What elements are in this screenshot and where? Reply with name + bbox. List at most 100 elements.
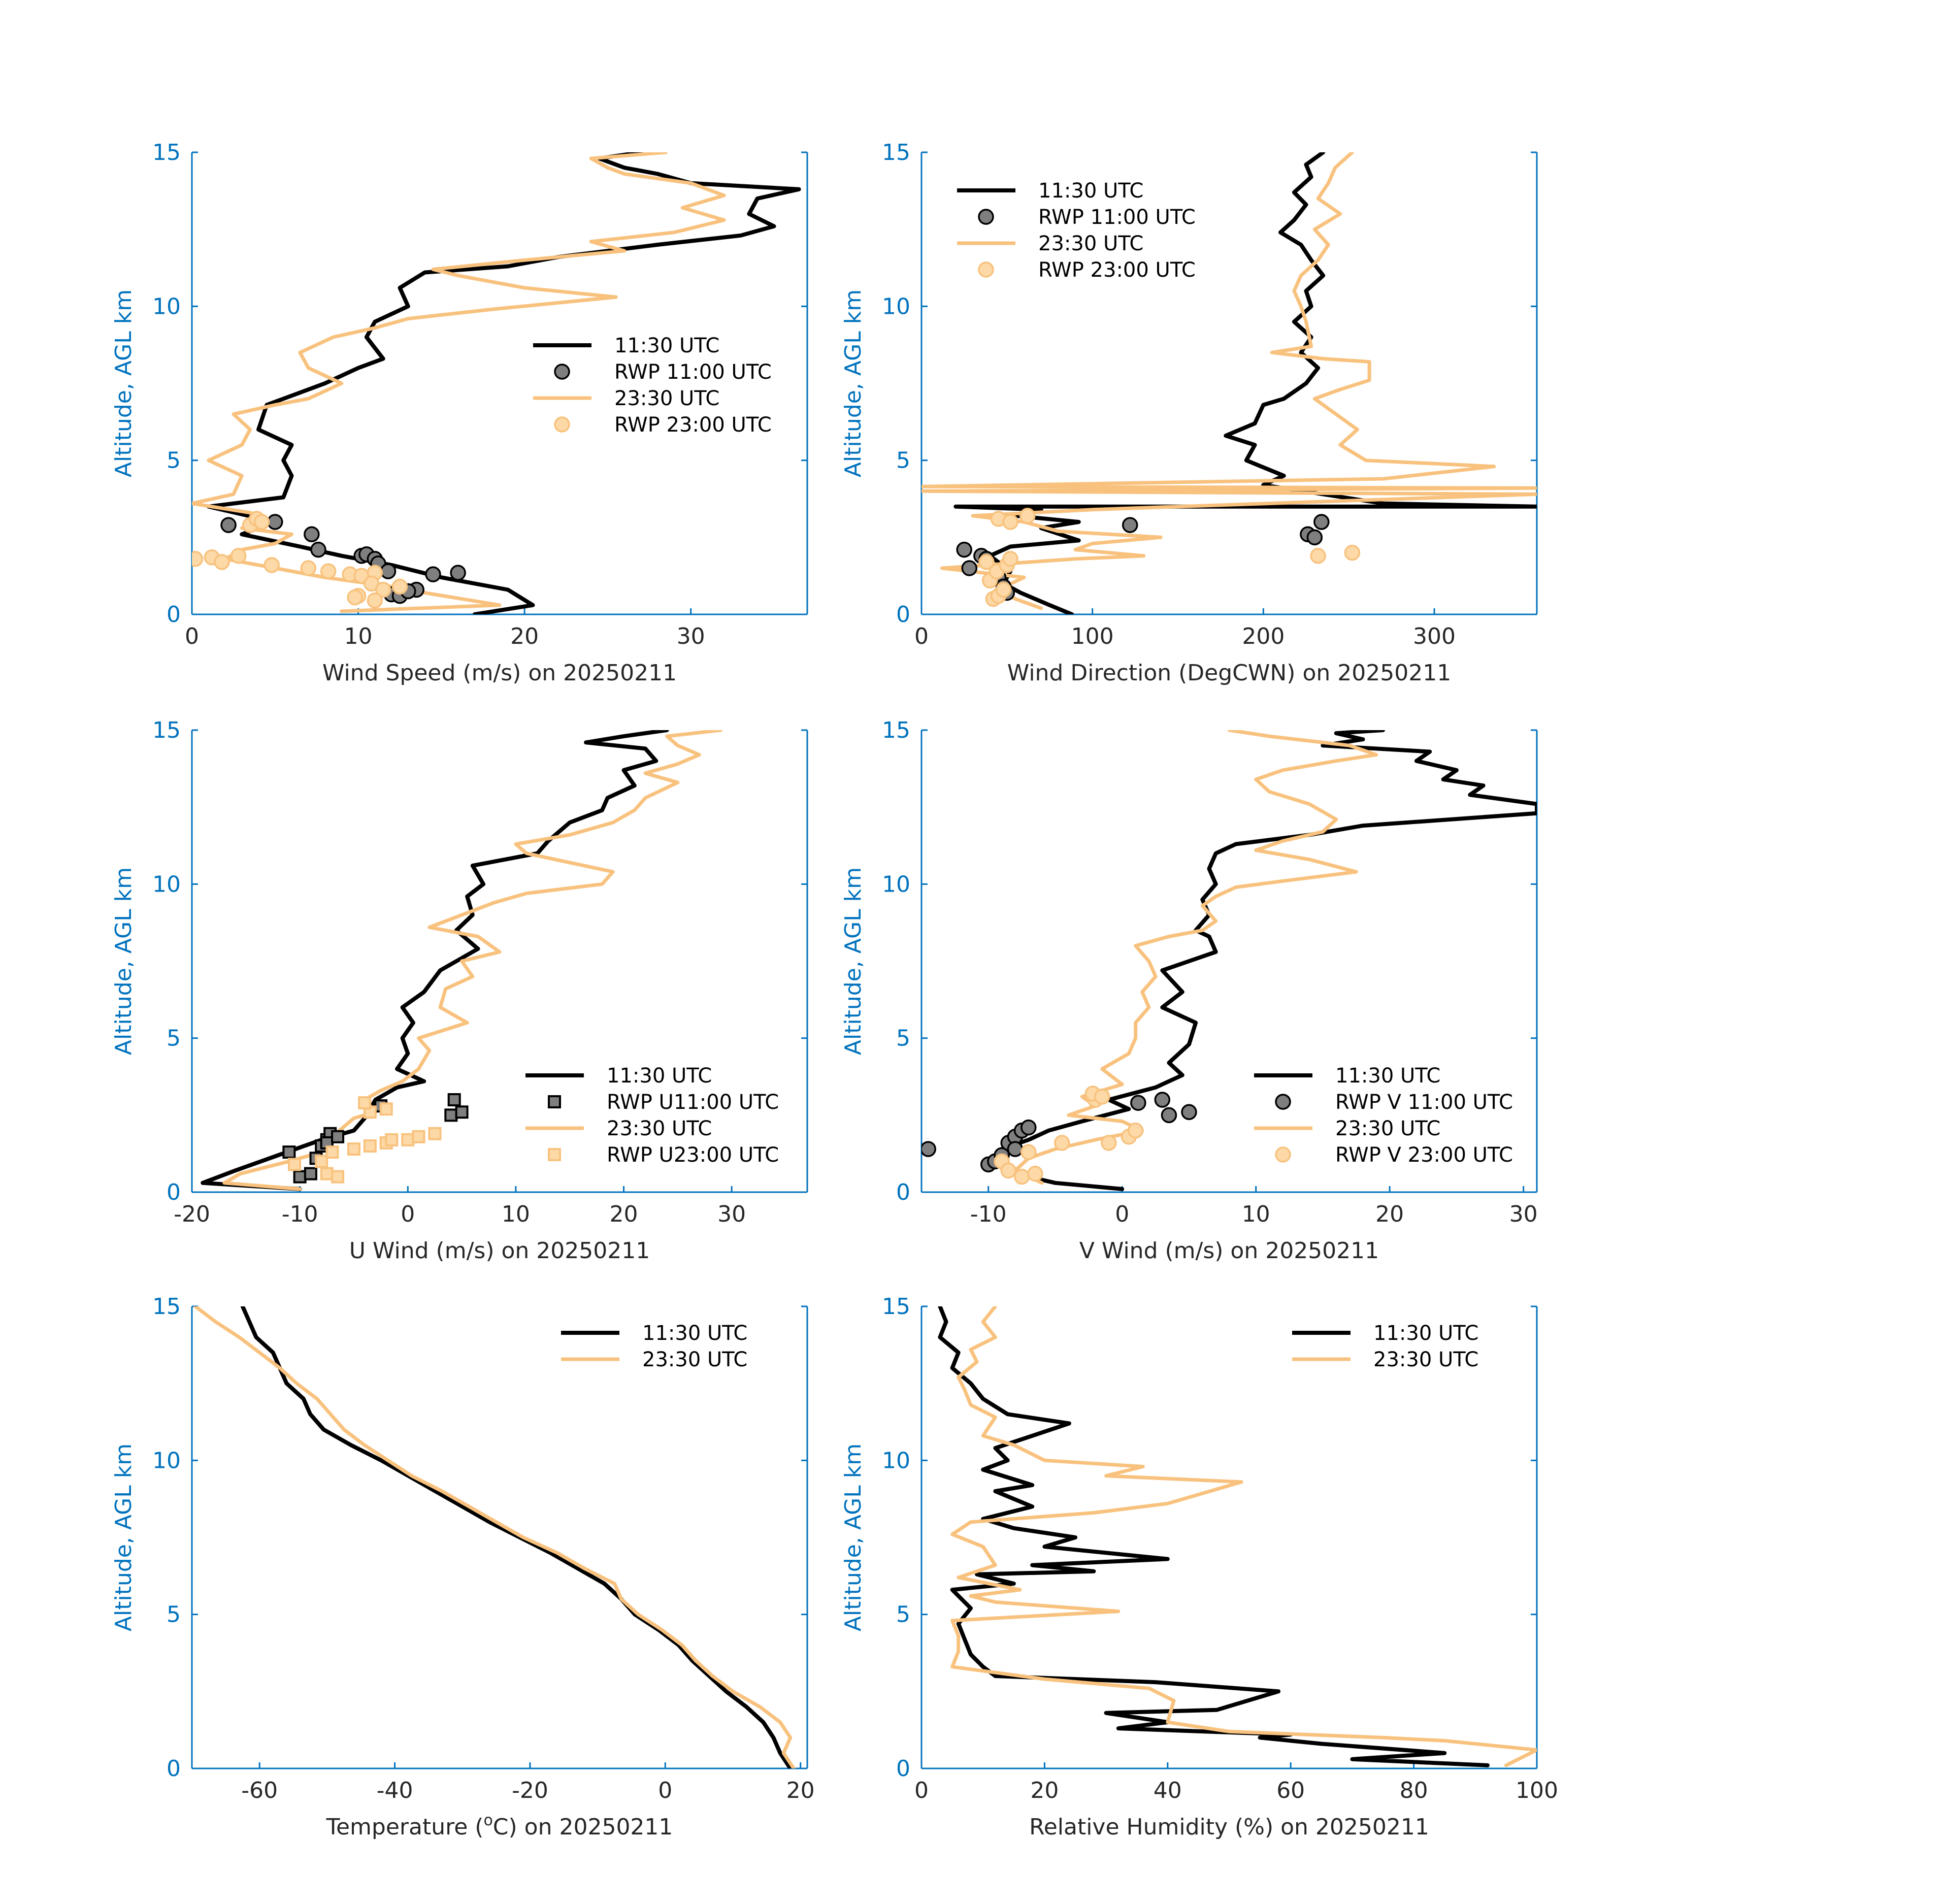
legend-label: RWP 23:00 UTC [614,413,772,437]
y-tick-label: 15 [152,1294,181,1320]
series-line-23-30-utc [1013,730,1378,1185]
series-line-11-30-utc [240,1306,793,1768]
data-point [380,563,397,579]
data-point [1021,1144,1037,1160]
y-tick-label: 10 [152,1448,181,1473]
y-tick-label: 5 [167,1602,181,1628]
x-tick-label: 10 [502,1201,530,1227]
data-point [450,565,466,581]
legend-marker [978,209,994,225]
y-tick-label: 0 [896,1756,910,1782]
data-point [267,514,283,530]
x-tick-label: 0 [914,623,929,649]
legend: 11:30 UTC RWP 11:00 UTC 23:30 UTC RWP 23:00… [957,179,1196,282]
x-tick-label: 20 [1030,1778,1059,1803]
y-tick-label: 0 [167,1179,181,1205]
y-axis-label: Altitude, AGL km [111,867,137,1055]
data-point [347,589,363,606]
series-line-11-30-utc [201,730,669,1191]
y-axis-label: Altitude, AGL km [840,1443,866,1631]
legend: 11:30 UTC RWP U11:00 UTC 23:30 UTC RWP U23:… [525,1064,779,1167]
data-point [363,1139,377,1153]
x-tick-label: 10 [1242,1201,1270,1227]
legend-marker [554,364,570,380]
y-tick-label: 10 [152,871,181,897]
x-tick-label: 100 [1516,1778,1558,1803]
y-tick-label: 15 [882,717,910,743]
data-point [320,1167,334,1180]
data-point [253,514,270,530]
legend-label: 23:30 UTC [1373,1348,1478,1371]
x-tick-label: 20 [1375,1201,1404,1227]
data-point [961,560,978,576]
y-tick-label: 5 [167,448,181,474]
panel-wind-direction: 0 5 10 15 0 100 200 300 Altitude, AGL km Wind Dir… [840,140,1538,686]
data-point [1181,1104,1197,1121]
data-point [331,1130,345,1143]
data-point [230,547,247,564]
y-tick-label: 10 [152,293,181,319]
legend-marker [548,1148,561,1161]
legend: 11:30 UTC RWP V 11:00 UTC 23:30 UTC RWP V 2… [1254,1064,1513,1167]
data-point [1122,517,1138,533]
panel-wind-speed: 0 5 10 15 0 10 20 30 Altitude, AGL km Wind Speed … [111,140,808,686]
y-tick-label: 0 [896,1179,910,1205]
legend-marker [554,416,570,433]
data-point [1094,1089,1110,1105]
legend-label: RWP U11:00 UTC [607,1091,779,1114]
data-point [1161,1107,1177,1124]
data-point [220,517,237,533]
y-axis-label: Altitude, AGL km [111,1443,137,1631]
x-tick-label: 60 [1276,1778,1305,1803]
data-point [1101,1135,1117,1151]
data-point [1344,544,1361,561]
y-tick-label: 5 [167,1026,181,1052]
data-point [455,1105,469,1119]
legend-label: 11:30 UTC [607,1064,712,1088]
data-point [1127,1122,1144,1139]
series-line-11-30-utc [938,1306,1490,1767]
x-axis-label: Temperature (oC) on 20250211 [326,1812,673,1840]
legend-label: RWP V 11:00 UTC [1335,1091,1513,1114]
x-tick-label: 0 [658,1778,672,1803]
data-point [293,1170,307,1184]
y-tick-label: 15 [152,717,181,743]
x-tick-label: 0 [914,1778,929,1803]
legend-label: 23:30 UTC [607,1117,712,1140]
data-point [425,566,441,582]
plot-area [201,730,723,1191]
data-point [1306,529,1323,546]
x-axis-label: Relative Humidity (%) on 20250211 [1029,1814,1429,1840]
legend: 11:30 UTC 23:30 UTC [561,1322,747,1371]
x-tick-label: 100 [1071,623,1114,649]
data-point [1007,1141,1024,1157]
x-tick-label: 80 [1400,1778,1428,1803]
panel-temperature: 0 5 10 15 -60 -40 -20 0 20 Altitude, AGL km Temper… [111,1294,815,1840]
data-point [331,1170,345,1184]
plot-area [192,152,801,614]
x-tick-label: 0 [1115,1201,1129,1227]
data-point [1313,514,1330,530]
data-point [401,1133,415,1146]
y-tick-label: 5 [896,1602,910,1628]
legend-label: 23:30 UTC [1038,232,1143,255]
legend-label: RWP 23:00 UTC [1038,258,1196,282]
x-tick-label: -40 [377,1778,413,1803]
x-tick-label: 0 [185,623,199,649]
series-line-23-30-utc [950,1306,1537,1767]
data-point [310,541,326,558]
x-tick-label: -20 [174,1201,210,1227]
x-tick-label: 40 [1154,1778,1182,1803]
series-line-11-30-utc [986,730,1537,1191]
data-point [1000,1162,1017,1179]
y-tick-label: 10 [882,871,910,897]
x-tick-label: 300 [1413,623,1456,649]
series-line-11-30-utc [206,152,801,614]
x-axis-label: Wind Direction (DegCWN) on 20250211 [1007,660,1451,686]
legend-label: RWP 11:00 UTC [1038,206,1196,229]
x-tick-label: 20 [510,623,539,649]
x-tick-label: -10 [282,1201,318,1227]
plot-area [921,152,1537,614]
data-point [1027,1165,1043,1182]
